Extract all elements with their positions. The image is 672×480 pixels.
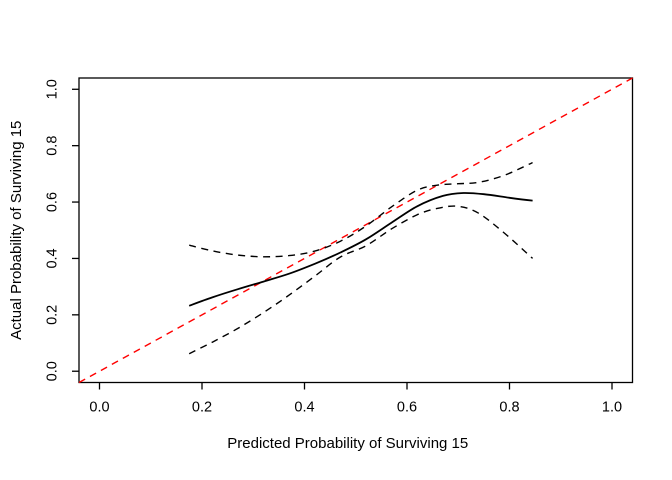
upper-confidence-band-line — [189, 161, 533, 258]
x-tick-label: 0.0 — [89, 400, 109, 416]
y-tick-label: 0.0 — [45, 361, 61, 381]
series-layer — [78, 77, 633, 384]
y-tick-label: 1.0 — [45, 79, 61, 99]
lower-confidence-band-line — [188, 205, 534, 355]
axes-layer — [72, 77, 634, 390]
y-axis-title: Actual Probability of Surviving 15 — [8, 121, 25, 340]
x-tick-label: 0.4 — [294, 400, 314, 416]
calibration-curve-line — [188, 192, 533, 307]
x-tick-label: 0.2 — [192, 400, 212, 416]
y-tick-label: 0.6 — [45, 192, 61, 212]
y-tick-label: 0.4 — [45, 248, 61, 268]
y-tick-label: 0.8 — [45, 136, 61, 156]
x-tick-label: 1.0 — [602, 400, 622, 416]
plot-box — [78, 77, 634, 384]
y-tick-label: 0.2 — [45, 305, 61, 325]
ideal-identity-line-line — [78, 77, 633, 384]
x-axis-title: Predicted Probability of Surviving 15 — [227, 435, 468, 452]
x-tick-label: 0.8 — [499, 400, 519, 416]
x-tick-label: 0.6 — [397, 400, 417, 416]
labels-layer: 0.0 0.2 0.4 0.6 0.8 1.0 0.0 0.2 0.4 0.6 0.8 1.0 Pred… — [8, 79, 622, 452]
